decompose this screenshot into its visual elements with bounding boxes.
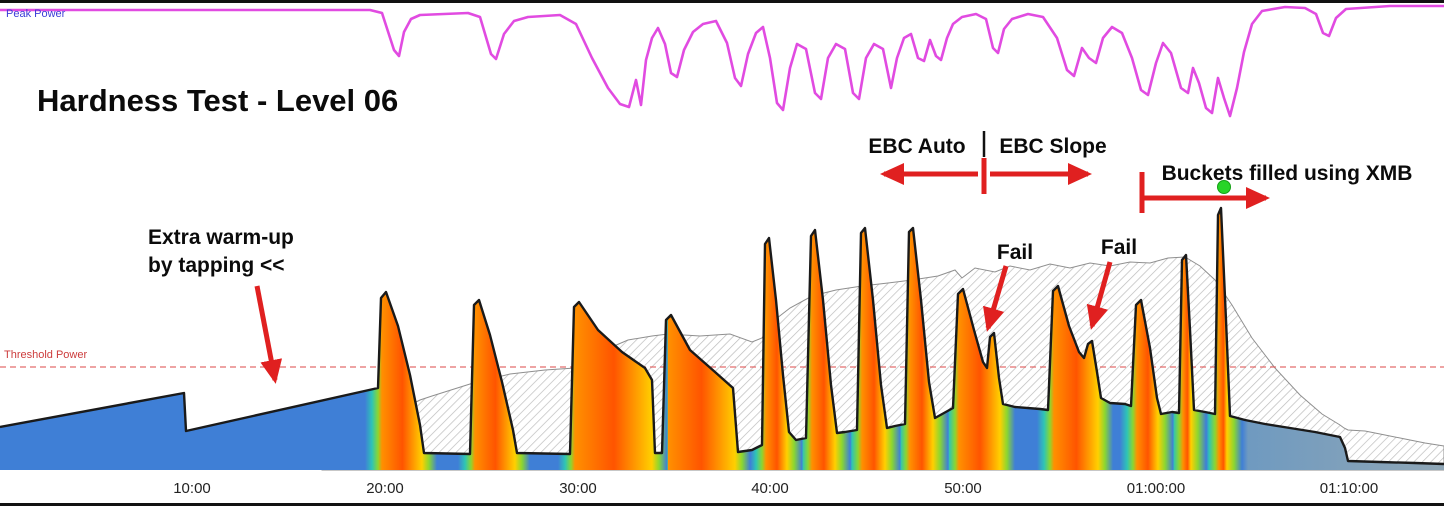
warmup-arrow [254, 285, 283, 384]
actual-power-outline [0, 206, 1444, 466]
fail2-arrow [1086, 261, 1113, 330]
x-axis-tick-label: 50:00 [944, 480, 982, 497]
warmup-label-line2: by tapping << [148, 254, 285, 277]
fail1-arrow [983, 265, 1009, 332]
fail-label-2: Fail [1101, 236, 1137, 259]
x-axis: 10:00 20:00 30:00 40:00 50:00 01:00:00 01:10:0… [173, 480, 1378, 497]
x-axis-tick-label: 30:00 [559, 480, 597, 497]
annotation-layer [254, 131, 1270, 384]
ebc-auto-label: EBC Auto [868, 135, 965, 158]
fail-label-1: Fail [997, 241, 1033, 264]
threshold-power-label: Threshold Power [4, 349, 87, 361]
x-axis-tick-label: 20:00 [366, 480, 404, 497]
actual-power-area [0, 208, 1444, 470]
x-axis-tick-label: 01:10:00 [1320, 480, 1378, 497]
x-axis-tick-label: 01:00:00 [1127, 480, 1185, 497]
x-axis-tick-label: 40:00 [751, 480, 789, 497]
green-dot-marker [1217, 180, 1231, 194]
warmup-label-line1: Extra warm-up [148, 226, 294, 249]
series-layer [0, 4, 1444, 471]
chart-title: Hardness Test - Level 06 [37, 83, 398, 118]
peak-power-line [0, 4, 1444, 118]
peak-power-label: Peak Power [6, 8, 66, 20]
buckets-label: Buckets filled using XMB [1162, 162, 1413, 185]
x-axis-tick-label: 10:00 [173, 480, 211, 497]
ebc-slope-label: EBC Slope [999, 135, 1106, 158]
